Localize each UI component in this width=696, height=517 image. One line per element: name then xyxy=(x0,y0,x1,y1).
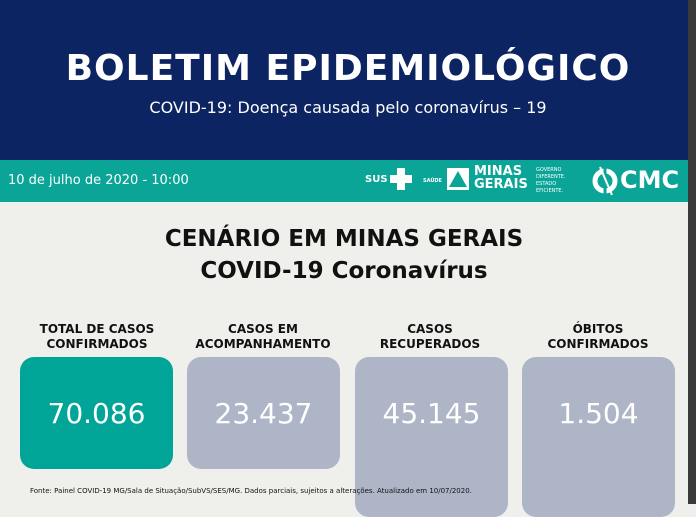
card-label-confirmed: TOTAL DE CASOS CONFIRMADOS xyxy=(12,322,182,352)
gerais-text: GERAIS xyxy=(474,177,528,192)
label-line: ÓBITOS xyxy=(572,322,624,336)
section-title: CENÁRIO EM MINAS GERAIS xyxy=(164,226,524,252)
card-value: 45.145 xyxy=(382,396,481,430)
label-line: CONFIRMADOS xyxy=(46,337,148,351)
card-label-recovered: CASOS RECUPERADOS xyxy=(345,322,515,352)
slogan-line: ESTADO xyxy=(536,181,557,187)
sus-cross-icon xyxy=(390,168,412,190)
saude-label: SAÚDE xyxy=(423,178,442,184)
slogan-line: GOVERNO xyxy=(536,167,562,173)
bulletin-subtitle: COVID-19: Doença causada pelo coronavíru… xyxy=(149,98,547,117)
section-subtitle: COVID-19 Coronavírus xyxy=(200,258,488,284)
card-label-monitoring: CASOS EM ACOMPANHAMENTO xyxy=(178,322,348,352)
minas-gerais-logo-icon xyxy=(447,168,469,190)
info-band: 10 de julho de 2020 - 10:00 SUS SAÚDE MI… xyxy=(0,160,688,202)
card-label-deaths: ÓBITOS CONFIRMADOS xyxy=(513,322,683,352)
card-monitoring: 23.437 xyxy=(187,357,340,469)
slogan-line: EFICIENTE. xyxy=(536,188,564,194)
bulletin-title: BOLETIM EPIDEMIOLÓGICO xyxy=(65,48,631,89)
card-value: 23.437 xyxy=(214,396,313,430)
card-deaths: 1.504 xyxy=(522,357,675,517)
label-line: CASOS xyxy=(407,322,453,336)
label-line: CONFIRMADOS xyxy=(547,337,649,351)
minas-text: MINAS xyxy=(474,164,523,179)
slogan-line: DIFERENTE. xyxy=(536,174,566,180)
header: BOLETIM EPIDEMIOLÓGICO COVID-19: Doença … xyxy=(0,0,696,160)
card-value: 1.504 xyxy=(558,396,639,430)
cmc-logo: CMC xyxy=(620,166,680,194)
card-value: 70.086 xyxy=(47,396,146,430)
card-confirmed: 70.086 xyxy=(20,357,173,469)
label-line: ACOMPANHAMENTO xyxy=(195,337,331,351)
right-edge xyxy=(688,0,696,504)
bulletin-date: 10 de julho de 2020 - 10:00 xyxy=(8,173,189,188)
minas-gerais-logo: MINAS GERAIS xyxy=(474,165,528,191)
cmc-emblem-icon xyxy=(590,163,620,197)
government-slogan: GOVERNO DIFERENTE. ESTADO EFICIENTE. xyxy=(536,167,566,195)
sus-logo: SUS xyxy=(365,174,388,185)
label-line: CASOS EM xyxy=(228,322,298,336)
source-footnote: Fonte: Painel COVID-19 MG/Sala de Situaç… xyxy=(30,487,472,495)
label-line: RECUPERADOS xyxy=(379,337,481,351)
card-recovered: 45.145 xyxy=(355,357,508,517)
label-line: TOTAL DE CASOS xyxy=(39,322,155,336)
